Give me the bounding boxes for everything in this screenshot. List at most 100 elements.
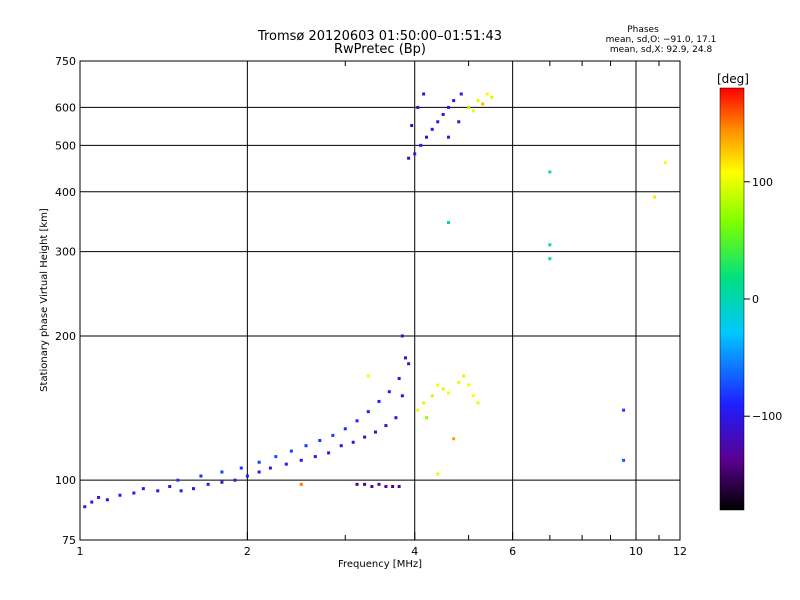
- data-point: [471, 394, 475, 398]
- grid-lines: [80, 61, 680, 540]
- data-point: [397, 484, 401, 488]
- data-point: [220, 480, 224, 484]
- data-point: [366, 410, 370, 414]
- data-point: [233, 478, 237, 482]
- data-point: [363, 435, 367, 439]
- data-point: [548, 257, 552, 261]
- data-point: [168, 484, 172, 488]
- data-point: [156, 489, 160, 493]
- series-lower-high-phase-cluster: [416, 374, 480, 420]
- data-point: [441, 387, 445, 391]
- series-lower-trace-O: [83, 334, 411, 509]
- data-point: [436, 383, 440, 387]
- data-point: [394, 416, 398, 420]
- chart-subtitle: RwPretec (Bp): [334, 42, 426, 57]
- data-point: [191, 487, 195, 491]
- data-point: [141, 487, 145, 491]
- data-point: [459, 92, 463, 96]
- data-point: [462, 374, 466, 378]
- data-point: [422, 401, 426, 405]
- data-point: [268, 466, 272, 470]
- data-point: [363, 482, 367, 486]
- data-point: [355, 482, 359, 486]
- colorbar-label: [deg]: [717, 72, 749, 86]
- colorbar: [deg] 100 0 −100: [717, 72, 782, 511]
- data-point: [400, 394, 404, 398]
- data-point: [663, 161, 667, 165]
- chart-title: Tromsø 20120603 01:50:00–01:51:43: [257, 29, 502, 44]
- data-point: [441, 112, 445, 116]
- phases-x-stats: mean, sd,X: 92.9, 24.8: [610, 45, 713, 55]
- data-point: [413, 152, 417, 156]
- data-point: [331, 433, 335, 437]
- data-point: [90, 500, 94, 504]
- data-point: [457, 120, 461, 124]
- data-point: [239, 466, 243, 470]
- data-point: [404, 356, 408, 360]
- data-point: [476, 99, 480, 103]
- data-point: [220, 470, 224, 474]
- data-point: [274, 455, 278, 459]
- data-point: [257, 460, 261, 464]
- data-point: [653, 195, 657, 199]
- x-tick-label: 12: [673, 545, 687, 558]
- data-point: [299, 482, 303, 486]
- data-point: [416, 105, 420, 109]
- data-point: [446, 105, 450, 109]
- y-tick-label: 75: [62, 534, 76, 547]
- data-point: [179, 489, 183, 493]
- colorbar-tick-label: 100: [752, 176, 773, 189]
- series-upper-high-phase: [467, 92, 494, 113]
- x-tick-label: 4: [411, 545, 418, 558]
- data-point: [446, 221, 450, 225]
- data-point: [351, 440, 355, 444]
- data-point: [370, 484, 374, 488]
- data-point: [476, 401, 480, 405]
- y-tick-label: 300: [55, 246, 76, 259]
- data-point: [397, 377, 401, 381]
- data-point: [206, 482, 210, 486]
- scatter-points: [83, 92, 667, 509]
- x-tick-label: 10: [629, 545, 643, 558]
- data-point: [373, 430, 377, 434]
- data-point: [387, 390, 391, 394]
- phases-o-stats: mean, sd,O: −91.0, 17.1: [606, 35, 717, 45]
- data-point: [416, 408, 420, 412]
- data-point: [452, 437, 456, 441]
- x-tick-label: 6: [509, 545, 516, 558]
- data-point: [377, 482, 381, 486]
- y-axis-label: Stationary phase Virtual Height [km]: [39, 208, 50, 392]
- data-point: [457, 380, 461, 384]
- series-upper-trace: [407, 92, 463, 160]
- colorbar-tick-label: 0: [752, 293, 759, 306]
- data-point: [446, 391, 450, 395]
- data-point: [425, 416, 429, 420]
- data-point: [284, 462, 288, 466]
- x-tick-label: 2: [244, 545, 251, 558]
- plot-area: [79, 60, 681, 541]
- colorbar-ticks: 100 0 −100: [744, 176, 782, 423]
- data-point: [430, 127, 434, 131]
- y-tick-label: 750: [55, 55, 76, 68]
- x-tick-label: 1: [77, 545, 84, 558]
- series-lower-trace-X: [176, 356, 408, 482]
- data-point: [407, 156, 411, 160]
- data-point: [97, 495, 101, 499]
- data-point: [318, 439, 322, 443]
- data-point: [199, 474, 203, 478]
- data-point: [410, 124, 414, 128]
- data-point: [176, 478, 180, 482]
- y-tick-label: 500: [55, 139, 76, 152]
- data-point: [490, 95, 494, 99]
- data-point: [548, 170, 552, 174]
- data-point: [548, 243, 552, 247]
- series-flat-95km-band: [355, 482, 401, 488]
- data-point: [304, 444, 308, 448]
- data-point: [257, 470, 261, 474]
- data-point: [355, 419, 359, 423]
- data-point: [289, 449, 293, 453]
- data-point: [299, 458, 303, 462]
- series-isolated-points: [299, 161, 667, 486]
- colorbar-tick-label: −100: [752, 410, 782, 423]
